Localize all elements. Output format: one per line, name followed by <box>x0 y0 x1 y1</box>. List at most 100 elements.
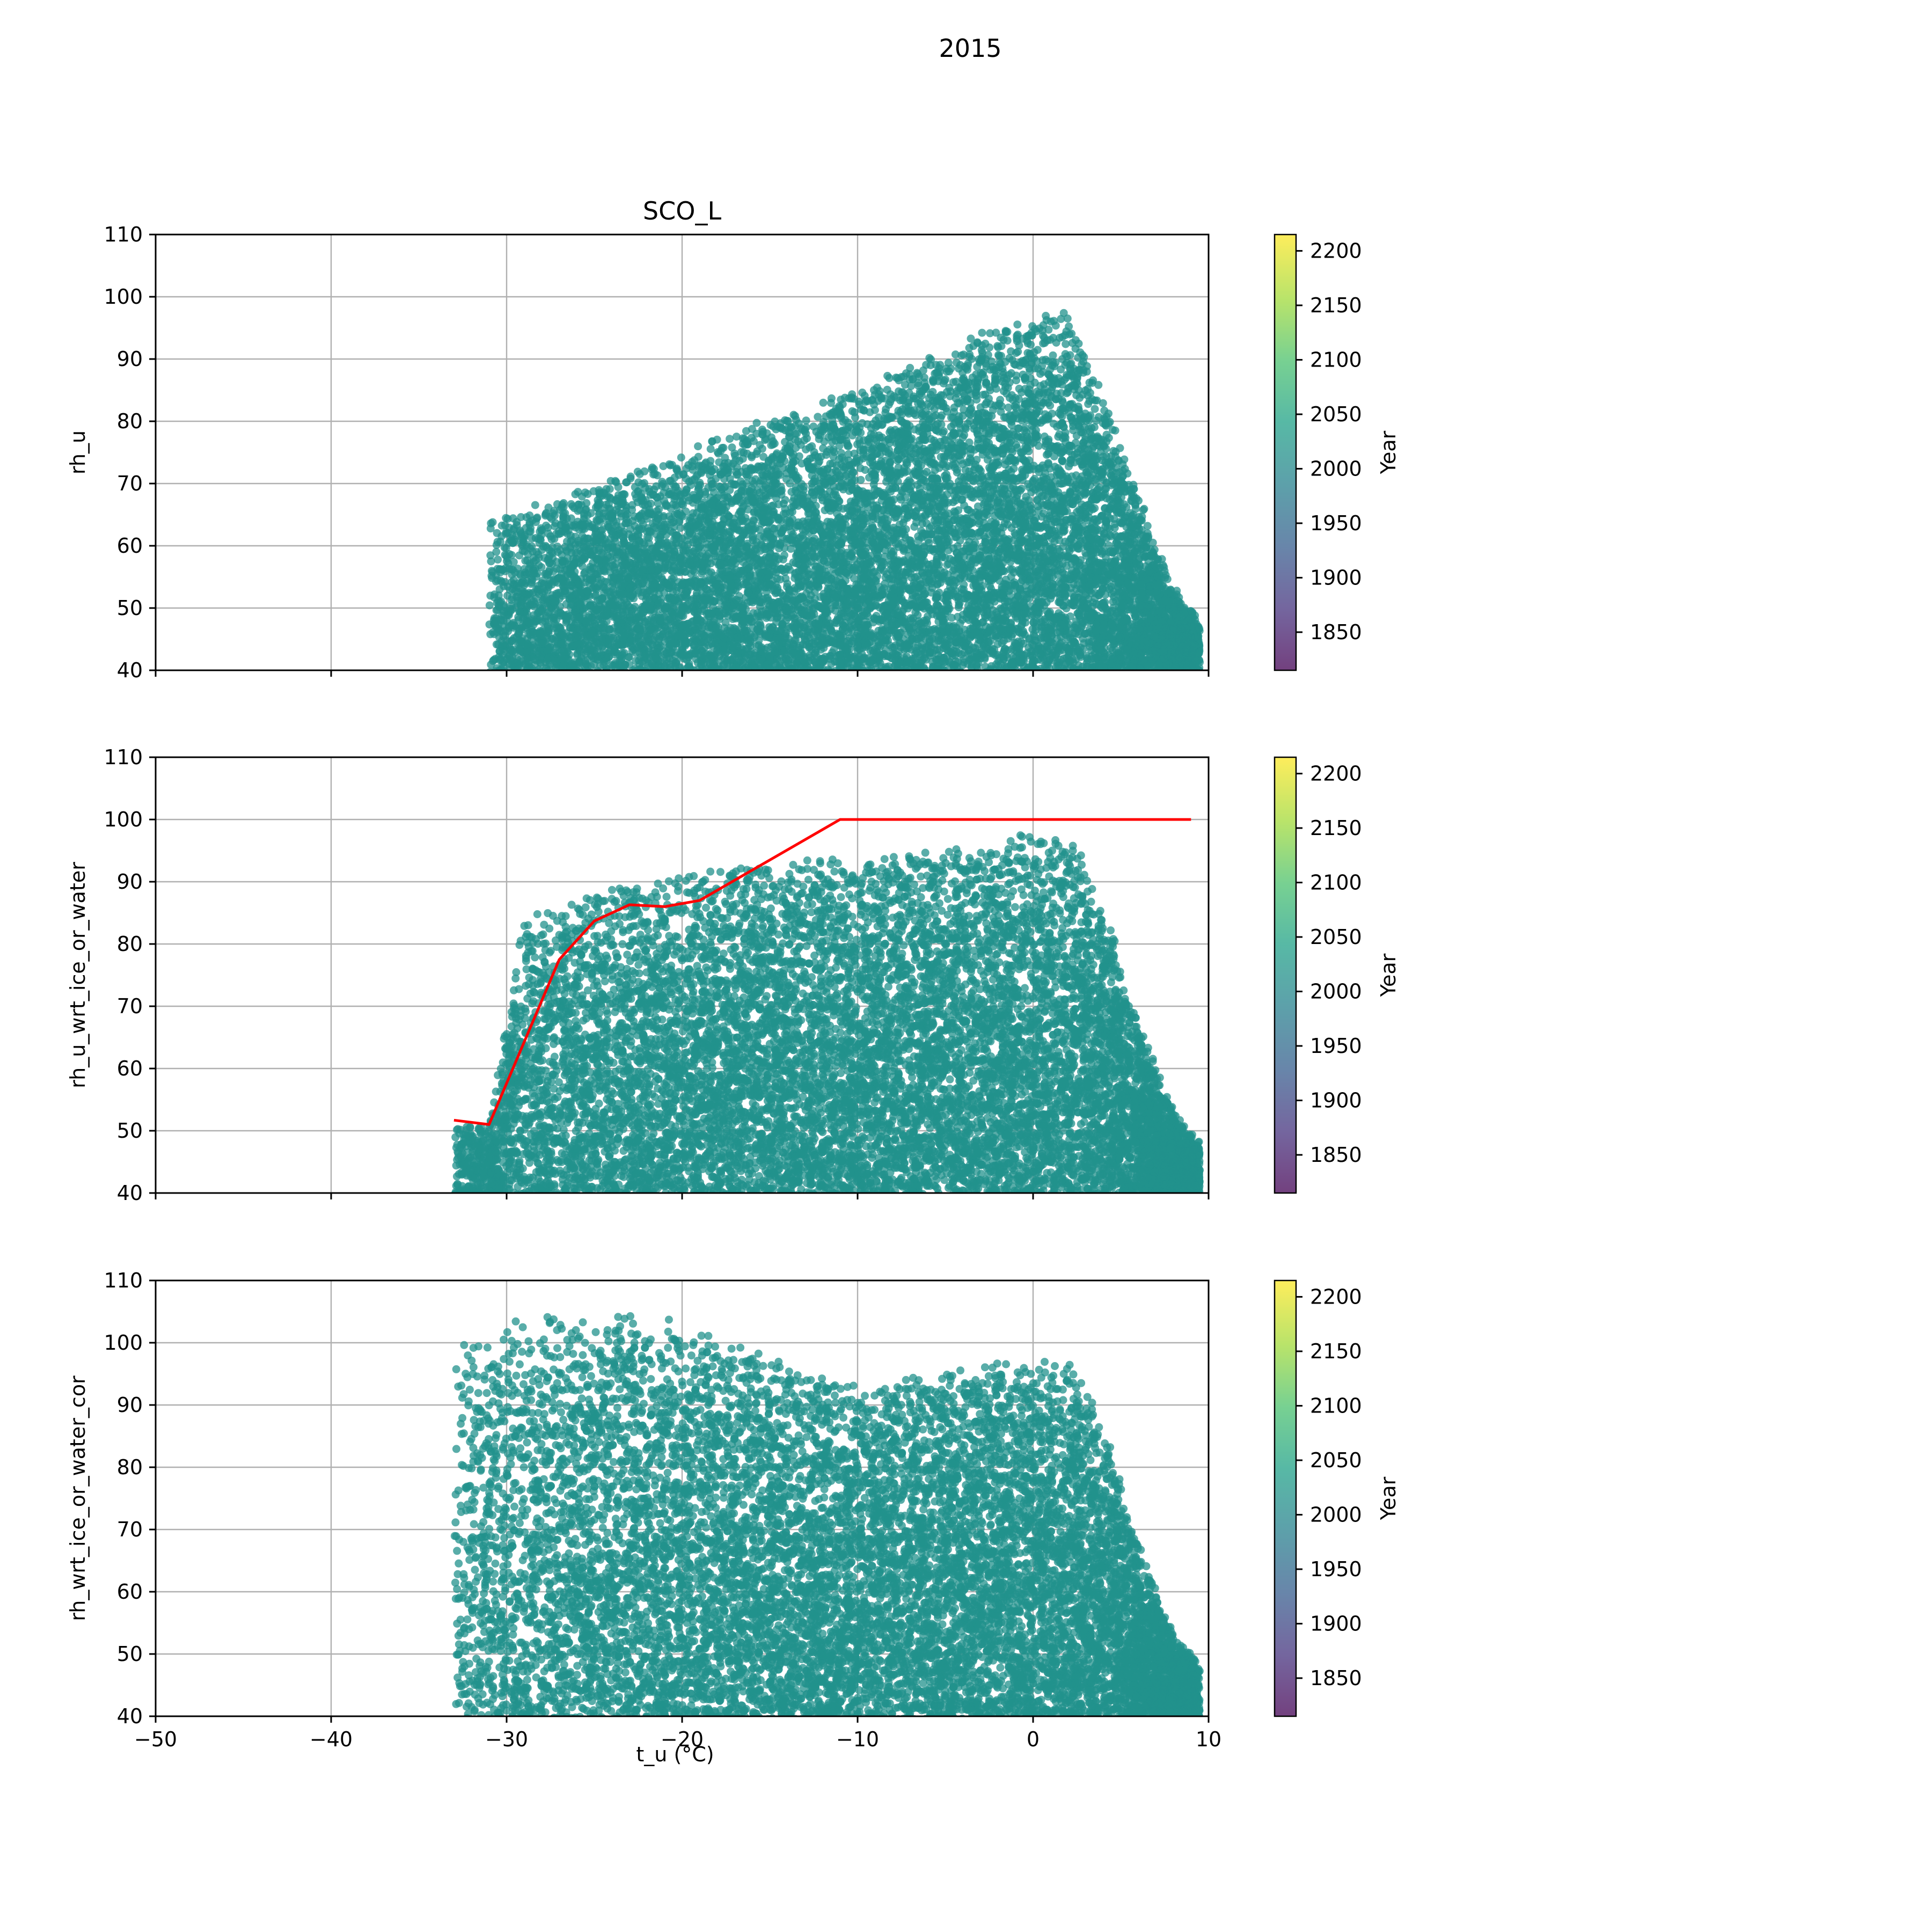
scatter-point <box>1185 678 1193 686</box>
scatter-point <box>1181 672 1189 680</box>
scatter-point <box>911 676 919 684</box>
scatter-point <box>1177 675 1185 683</box>
scatter-point <box>1183 670 1191 678</box>
scatter-point <box>493 678 501 686</box>
scatter-point <box>654 680 662 688</box>
scatter-point <box>789 674 797 682</box>
scatter-point <box>788 672 796 680</box>
scatter-point <box>1182 674 1190 682</box>
scatter-point <box>738 672 747 680</box>
scatter-point <box>1189 673 1197 681</box>
scatter-point <box>661 677 669 685</box>
scatter-point <box>551 672 559 680</box>
scatter-point <box>1150 674 1158 682</box>
scatter-point <box>654 677 662 685</box>
scatter-point <box>707 445 715 453</box>
scatter-point <box>1176 675 1184 683</box>
scatter-point <box>603 675 611 683</box>
scatter-point <box>600 679 608 687</box>
scatter-point <box>1073 675 1081 683</box>
scatter-point <box>1082 680 1090 689</box>
scatter-point <box>643 679 651 687</box>
scatter-point <box>545 674 553 682</box>
scatter-point <box>1162 676 1170 684</box>
scatter-point <box>1193 676 1201 684</box>
scatter-point <box>1156 672 1164 680</box>
scatter-point <box>516 674 524 682</box>
scatter-point <box>1055 673 1063 681</box>
scatter-point <box>706 680 714 688</box>
scatter-point <box>662 673 670 681</box>
scatter-point <box>1196 676 1204 684</box>
scatter-point <box>1185 671 1193 679</box>
scatter-point <box>1072 345 1080 353</box>
scatter-point <box>1194 671 1202 679</box>
scatter-point <box>1191 670 1199 678</box>
scatter-point <box>1188 680 1196 688</box>
scatter-point <box>1166 675 1174 683</box>
scatter-point <box>653 671 661 679</box>
scatter-point <box>730 677 738 685</box>
scatter-point <box>996 671 1004 679</box>
scatter-point <box>953 671 961 679</box>
scatter-point <box>1130 678 1138 686</box>
scatter-point <box>878 678 886 686</box>
scatter-point <box>1170 674 1179 682</box>
scatter-point <box>1130 675 1138 683</box>
scatter-point <box>603 674 611 682</box>
panels: 405060708090100110rh_uSCO_L1850190019502… <box>66 196 1400 1751</box>
scatter-point <box>726 679 734 687</box>
scatter-point <box>737 674 745 682</box>
scatter-point <box>1103 674 1111 682</box>
scatter-point <box>1141 671 1149 679</box>
scatter-point <box>886 676 894 684</box>
scatter-point <box>503 672 511 680</box>
scatter-point <box>548 671 557 679</box>
scatter-point <box>1135 676 1143 684</box>
scatter-point <box>1177 676 1185 684</box>
scatter-point <box>1100 673 1108 681</box>
scatter-point <box>1048 671 1056 679</box>
scatter-point <box>813 681 821 689</box>
scatter-point <box>658 677 666 685</box>
scatter-point <box>1044 389 1052 397</box>
scatter-point <box>1169 677 1177 685</box>
scatter-point <box>978 329 986 337</box>
scatter-point <box>791 681 799 689</box>
scatter-point <box>918 679 926 687</box>
scatter-point <box>741 670 749 678</box>
scatter-point <box>580 674 588 682</box>
scatter-point <box>952 675 960 683</box>
scatter-point <box>1184 670 1192 678</box>
scatter-point <box>565 671 573 679</box>
scatter-point <box>1187 670 1195 678</box>
scatter-point <box>726 676 734 684</box>
scatter-point <box>1161 679 1169 687</box>
scatter-point <box>1055 675 1063 683</box>
scatter-point <box>596 671 604 679</box>
scatter-point <box>1106 674 1114 682</box>
scatter-point <box>1182 671 1190 679</box>
scatter-point <box>613 674 621 682</box>
scatter-point <box>497 678 506 686</box>
scatter-point <box>744 673 752 681</box>
scatter-point <box>978 672 986 680</box>
scatter-point <box>1148 672 1156 680</box>
scatter-point <box>1147 675 1155 683</box>
scatter-point <box>1160 671 1168 679</box>
scatter-point <box>513 677 521 685</box>
scatter-point <box>887 674 895 682</box>
scatter-point <box>1135 674 1143 682</box>
scatter-point <box>626 677 634 685</box>
scatter-point <box>628 673 636 681</box>
scatter-point <box>1185 677 1194 685</box>
scatter-point <box>537 680 545 688</box>
scatter-point <box>1195 680 1203 688</box>
scatter-point <box>702 681 710 689</box>
scatter-point <box>705 682 713 690</box>
scatter-point <box>970 671 978 679</box>
scatter-point <box>713 680 721 688</box>
scatter-point <box>1151 679 1159 687</box>
scatter-point <box>1072 336 1080 344</box>
scatter-point <box>1115 677 1123 685</box>
